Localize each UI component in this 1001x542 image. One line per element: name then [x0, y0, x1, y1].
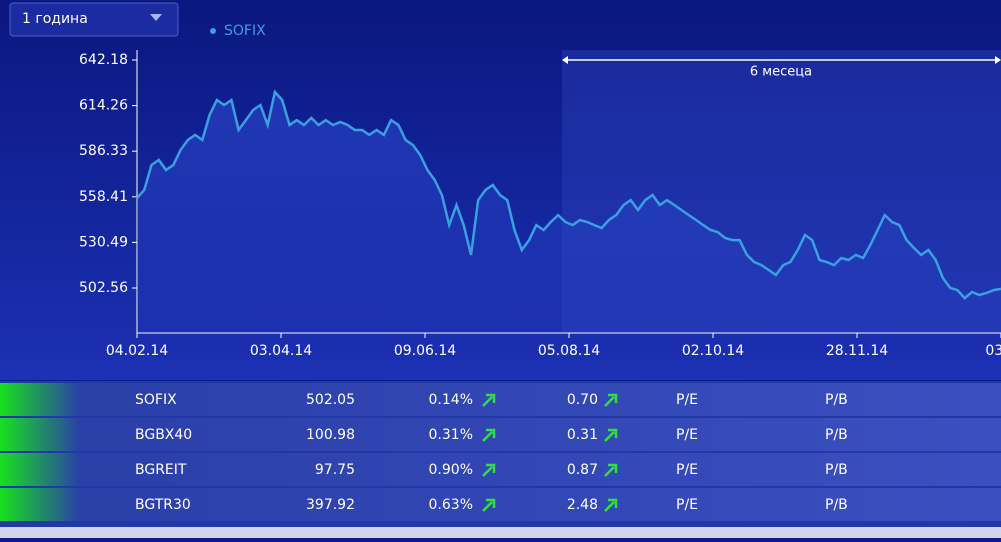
cell: P/B	[825, 392, 848, 408]
cell: 0.90%	[429, 462, 473, 478]
cell: P/E	[676, 392, 698, 408]
cell: 0.14%	[429, 392, 473, 408]
cell: P/B	[825, 427, 848, 443]
up-arrow	[482, 498, 496, 512]
up-arrow	[604, 463, 618, 477]
legend-dot	[210, 28, 216, 34]
table-row[interactable]	[0, 383, 1001, 416]
cell: 97.75	[315, 462, 355, 478]
legend-label: SOFIX	[224, 23, 266, 39]
y-tick-label: 642.18	[79, 52, 128, 68]
table-row[interactable]	[0, 453, 1001, 486]
x-tick-label: 09.06.14	[394, 343, 456, 359]
cell: BGTR30	[135, 497, 191, 513]
cell: 0.31%	[429, 427, 473, 443]
x-tick-label: 02.10.14	[682, 343, 744, 359]
up-arrow	[482, 428, 496, 442]
x-tick-label: 03.04.14	[250, 343, 312, 359]
cell: BGREIT	[135, 462, 187, 478]
up-arrow	[604, 498, 618, 512]
cell: 0.87	[567, 462, 598, 478]
line	[136, 89, 1001, 300]
table-row[interactable]	[0, 418, 1001, 451]
cell: P/E	[676, 462, 698, 478]
up-arrow	[604, 393, 618, 407]
cell: 2.48	[567, 497, 598, 513]
up-arrow	[482, 463, 496, 477]
y-tick-label: 558.41	[79, 189, 128, 205]
dropdown[interactable]	[9, 2, 179, 37]
y-tick-label: 502.56	[79, 280, 128, 296]
area	[137, 92, 1001, 333]
cell: 0.31	[567, 427, 598, 443]
cell: 0.70	[567, 392, 598, 408]
x-tick-label: 05.08.14	[538, 343, 600, 359]
cell: 100.98	[306, 427, 355, 443]
cell: 0.63%	[429, 497, 473, 513]
dropdown-arrow	[150, 14, 162, 21]
dropdown-label: 1 година	[22, 11, 88, 27]
cell: 397.92	[306, 497, 355, 513]
cell: 502.05	[306, 392, 355, 408]
y-tick-label: 614.26	[79, 98, 128, 114]
cell: P/E	[676, 497, 698, 513]
up-arrow	[604, 428, 618, 442]
y-tick-label: 530.49	[79, 234, 128, 250]
y-tick-label: 586.33	[79, 143, 128, 159]
x-tick-label: 28.11.14	[826, 343, 888, 359]
period-label: 6 месеца	[750, 65, 812, 80]
up-arrow	[482, 393, 496, 407]
cell: BGBX40	[135, 427, 192, 443]
table-row[interactable]	[0, 488, 1001, 521]
cell: P/E	[676, 427, 698, 443]
cell: SOFIX	[135, 392, 177, 408]
cell: P/B	[825, 497, 848, 513]
x-tick-label: 04.02.14	[106, 343, 168, 359]
x-tick-label: 03.0	[985, 343, 1001, 359]
bottom-bar	[0, 527, 1001, 538]
cell: P/B	[825, 462, 848, 478]
